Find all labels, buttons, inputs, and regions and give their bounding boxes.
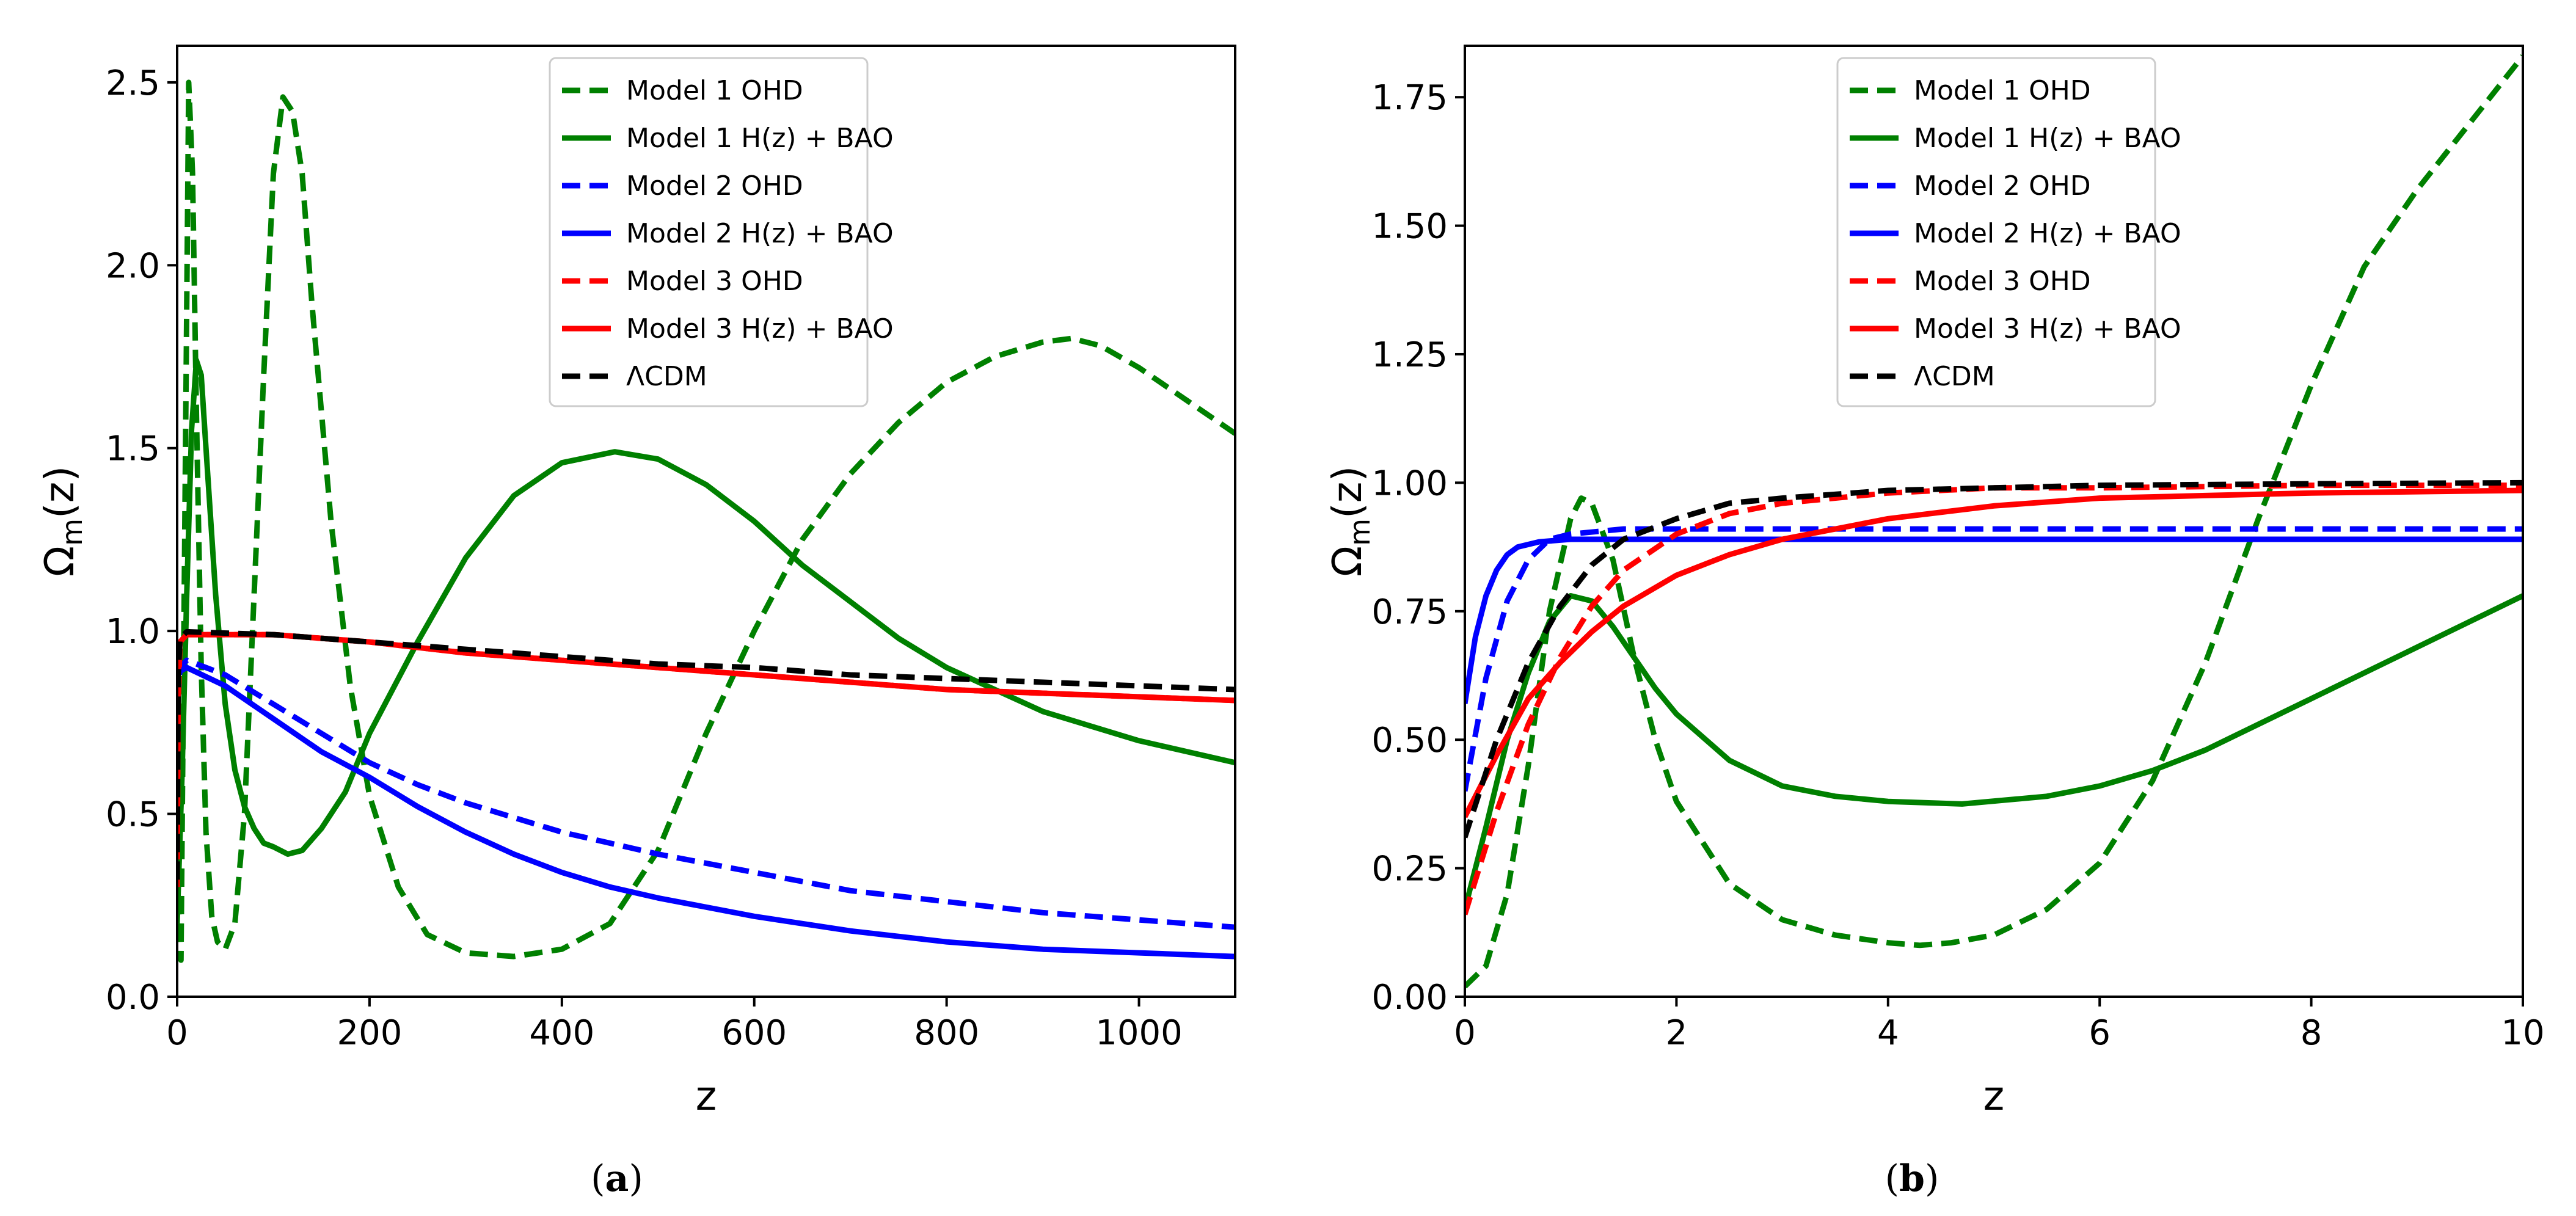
y-tick-label: 0.5 bbox=[106, 795, 160, 835]
series-lines bbox=[177, 79, 1235, 963]
x-tick-label: 0 bbox=[166, 1013, 188, 1053]
legend-label: Model 3 OHD bbox=[626, 266, 803, 297]
y-tick-label: 1.25 bbox=[1371, 335, 1448, 375]
x-tick-label: 0 bbox=[1454, 1013, 1476, 1053]
y-axis-label-suffix: (z) bbox=[1324, 466, 1371, 519]
x-tick-label: 8 bbox=[2301, 1013, 2322, 1053]
series-line-model-3-ohd bbox=[1465, 482, 2523, 916]
series-lines bbox=[1465, 54, 2523, 989]
y-axis-label-subscript: m bbox=[56, 519, 89, 546]
legend-label: Model 1 H(z) + BAO bbox=[1914, 123, 2181, 154]
legend-label: Model 1 H(z) + BAO bbox=[626, 123, 894, 154]
y-axis-label: Ωm(z) bbox=[1324, 466, 1376, 577]
legend: Model 1 OHD Model 1 H(z) + BAO Model 2 OHD… bbox=[549, 57, 894, 407]
series-line-model-2-ohd bbox=[1465, 526, 2523, 792]
series-line-model-1-ohd bbox=[177, 79, 1235, 963]
y-axis-label-main: Ω bbox=[1324, 546, 1371, 577]
caption-letter: a bbox=[605, 1157, 629, 1200]
caption-close-paren: ) bbox=[629, 1157, 643, 1200]
panel-caption: (a) bbox=[591, 1157, 643, 1200]
legend-label: Model 3 H(z) + BAO bbox=[1914, 313, 2181, 344]
y-tick-label: 1.5 bbox=[106, 429, 160, 469]
series-line-model-1-ohd bbox=[1465, 54, 2523, 989]
caption-letter: b bbox=[1899, 1157, 1925, 1200]
y-axis-label: Ωm(z) bbox=[36, 466, 89, 577]
legend-box bbox=[549, 57, 869, 407]
panel-caption: (b) bbox=[1885, 1157, 1939, 1200]
series-line-model-2-ohd bbox=[177, 657, 1235, 930]
caption-open-paren: ( bbox=[591, 1157, 605, 1200]
y-tick-label: 2.0 bbox=[106, 246, 160, 286]
caption-open-paren: ( bbox=[1885, 1157, 1899, 1200]
legend-box bbox=[1836, 57, 2156, 407]
series-line-model-1-h-z-bao bbox=[177, 357, 1235, 924]
series-line-model-3-h-z-bao bbox=[1465, 487, 2523, 818]
x-tick-label: 600 bbox=[721, 1013, 787, 1053]
legend-label: ΛCDM bbox=[626, 361, 707, 392]
y-tick-label: 1.00 bbox=[1371, 464, 1448, 503]
y-tick-label: 1.50 bbox=[1371, 207, 1448, 247]
legend-label: Model 2 H(z) + BAO bbox=[626, 218, 894, 249]
y-tick-label: 1.75 bbox=[1371, 78, 1448, 118]
series-line-model-1-h-z-bao bbox=[1465, 593, 2523, 911]
x-tick-label: 1000 bbox=[1095, 1013, 1183, 1053]
legend-label: Model 2 OHD bbox=[1914, 170, 2091, 202]
legend-label: Model 1 OHD bbox=[1914, 75, 2091, 106]
y-axis-label-suffix: (z) bbox=[36, 466, 83, 519]
y-tick-label: 0.0 bbox=[106, 978, 160, 1018]
y-tick-label: 0.00 bbox=[1371, 978, 1448, 1018]
legend: Model 1 OHD Model 1 H(z) + BAO Model 2 OHD… bbox=[1836, 57, 2181, 407]
panel-a: 0 200 400 600 800 1000 0.0 0.5 1.0 1.5 2.0 2.5 z Ωm(z… bbox=[36, 45, 1236, 1200]
x-tick-label: 6 bbox=[2089, 1013, 2111, 1053]
series-line-model-2-h-z-bao bbox=[177, 664, 1235, 959]
x-tick-label: 800 bbox=[914, 1013, 979, 1053]
series-line-model-2-h-z-bao bbox=[1465, 536, 2523, 705]
legend-label: Model 3 OHD bbox=[1914, 266, 2091, 297]
caption-close-paren: ) bbox=[1925, 1157, 1939, 1200]
series-line-cdm bbox=[177, 628, 1235, 880]
x-tick-label: 400 bbox=[529, 1013, 594, 1053]
x-axis-label: z bbox=[696, 1072, 717, 1120]
y-tick-label: 0.50 bbox=[1371, 721, 1448, 760]
y-tick-label: 0.75 bbox=[1371, 592, 1448, 632]
y-tick-label: 1.0 bbox=[106, 612, 160, 652]
panel-b: 0 2 4 6 8 10 0.00 0.25 0.50 0.75 1.00 1.25 1.50 1.75 z… bbox=[1324, 45, 2545, 1200]
x-axis-label: z bbox=[1983, 1072, 2005, 1120]
legend-label: ΛCDM bbox=[1914, 361, 1995, 392]
x-tick-label: 4 bbox=[1877, 1013, 1899, 1053]
y-axis-label-main: Ω bbox=[36, 546, 83, 577]
y-axis-label-subscript: m bbox=[1343, 519, 1376, 546]
plot-frame bbox=[1464, 45, 2524, 998]
x-tick-label: 2 bbox=[1666, 1013, 1688, 1053]
legend-label: Model 2 OHD bbox=[626, 170, 803, 202]
series-line-cdm bbox=[1465, 479, 2523, 839]
plot-frame bbox=[176, 45, 1236, 998]
x-tick-label: 10 bbox=[2501, 1013, 2544, 1053]
legend-label: Model 3 H(z) + BAO bbox=[626, 313, 894, 344]
series-line-model-3-h-z-bao bbox=[177, 632, 1235, 858]
y-tick-label: 2.5 bbox=[106, 64, 160, 103]
y-tick-label: 0.25 bbox=[1371, 850, 1448, 889]
x-tick-label: 200 bbox=[337, 1013, 402, 1053]
legend-label: Model 1 OHD bbox=[626, 75, 803, 106]
legend-label: Model 2 H(z) + BAO bbox=[1914, 218, 2181, 249]
